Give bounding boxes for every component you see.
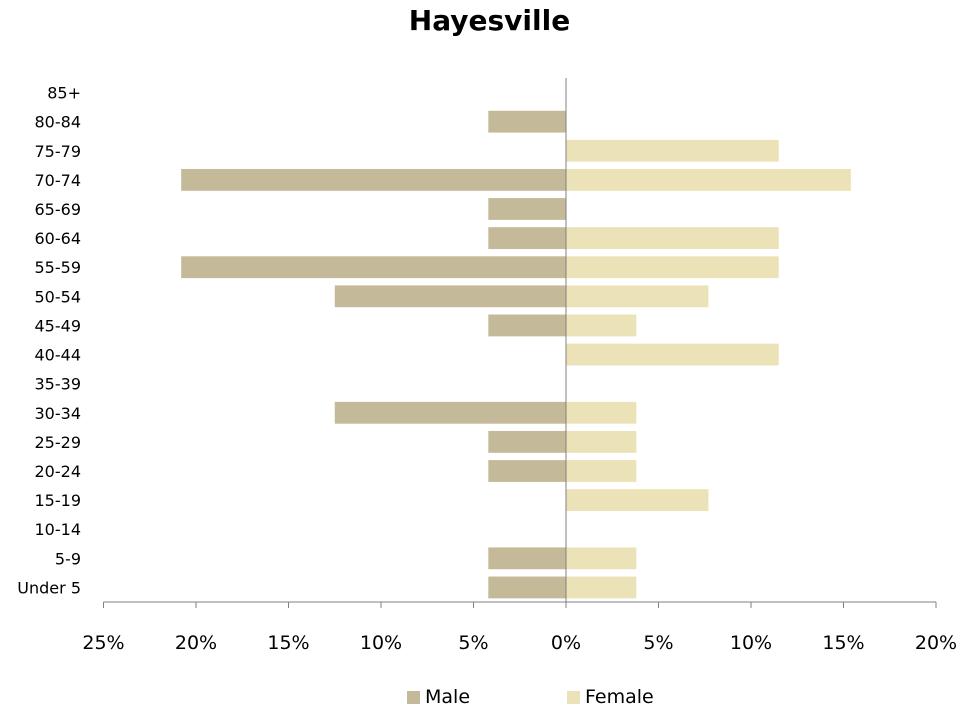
chart-title: Hayesville [408, 4, 571, 37]
x-tick-label: 5% [458, 632, 488, 654]
bar-female-5-9 [566, 547, 637, 570]
bar-female-30-34 [566, 401, 637, 424]
x-tick-label: 15% [822, 632, 864, 654]
bar-male-50-54 [334, 285, 566, 308]
legend-swatch-female [567, 690, 580, 704]
bar-male-65-69 [488, 198, 566, 220]
legend-item-male: Male [407, 686, 470, 708]
bar-female-40-44 [566, 343, 779, 366]
y-tick-label: 15-19 [35, 491, 82, 510]
bar-male-20-24 [488, 460, 566, 482]
x-tick-label: 20% [175, 632, 217, 654]
y-tick-label: 5-9 [55, 549, 81, 568]
bar-female-50-54 [566, 285, 709, 308]
legend-label-male: Male [425, 686, 471, 708]
bar-male-5-9 [488, 547, 566, 570]
bar-female-45-49 [566, 314, 637, 337]
y-tick-label: 55-59 [35, 258, 82, 277]
bar-female-60-64 [566, 227, 779, 250]
bar-male-25-29 [488, 430, 566, 453]
y-tick-label: Under 5 [17, 578, 81, 597]
x-tick-label: 5% [643, 632, 673, 654]
bar-female-25-29 [566, 430, 637, 453]
bar-male-30-34 [334, 401, 566, 424]
bar-male-80-84 [488, 110, 566, 133]
bar-female-75-79 [566, 139, 779, 162]
bar-male-55-59 [181, 256, 566, 279]
y-tick-label: 75-79 [35, 142, 82, 161]
legend-item-female: Female [567, 686, 654, 708]
y-tick-label: 30-34 [35, 404, 82, 423]
bar-female-55-59 [566, 256, 779, 279]
y-tick-label: 40-44 [35, 346, 82, 365]
bar-female-under-5 [566, 576, 637, 599]
bar-female-70-74 [566, 168, 851, 191]
y-tick-label: 65-69 [35, 200, 82, 219]
plot-area: Under 5 5-9 10-14 15-19 20-24 25-29 30-34 35-39… [17, 78, 957, 654]
legend-label-female: Female [585, 686, 654, 708]
y-tick-label: 20-24 [35, 462, 82, 481]
bar-male-45-49 [488, 314, 566, 337]
y-tick-label: 80-84 [35, 113, 82, 132]
y-tick-label: 85+ [47, 84, 81, 103]
x-tick-label: 15% [267, 632, 309, 654]
y-tick-label: 25-29 [35, 433, 82, 452]
x-tick-label: 25% [82, 632, 124, 654]
bar-male-60-64 [488, 227, 566, 250]
y-tick-label: 10-14 [35, 520, 82, 539]
x-tick-label: 10% [360, 632, 402, 654]
x-tick-label: 10% [730, 632, 772, 654]
x-tick-label: 0% [551, 632, 581, 654]
bar-female-20-24 [566, 460, 637, 482]
y-tick-label: 50-54 [35, 287, 82, 306]
y-tick-label: 60-64 [35, 229, 82, 248]
y-tick-label: 70-74 [35, 171, 82, 190]
bar-male-under-5 [488, 576, 566, 599]
bar-male-70-74 [181, 168, 566, 191]
y-tick-label: 35-39 [35, 375, 82, 394]
y-tick-label: 45-49 [35, 316, 82, 335]
bar-female-15-19 [566, 489, 709, 512]
legend-swatch-male [407, 690, 420, 704]
x-tick-label: 20% [915, 632, 957, 654]
